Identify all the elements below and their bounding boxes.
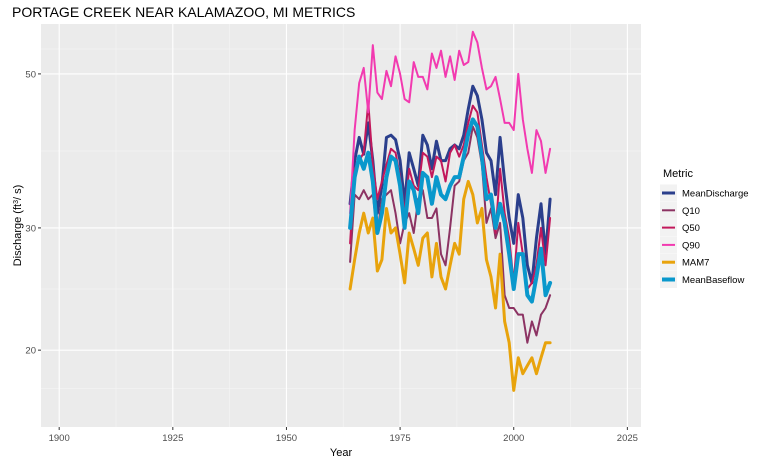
legend-label-MeanDischarge: MeanDischarge	[682, 189, 749, 200]
legend-label-Q10: Q10	[682, 206, 700, 217]
series-line-MeanDischarge	[348, 84, 552, 285]
series-line-MAM7	[348, 179, 552, 392]
series-line-MeanBaseflow	[348, 117, 553, 304]
legend: MeanDischarge Q10 Q50 Q90 MAM7 MeanBaseflow	[660, 184, 749, 288]
chart-title: PORTAGE CREEK NEAR KALAMAZOO, MI METRICS	[12, 4, 356, 20]
series-line-Q90	[349, 30, 552, 215]
grid	[41, 24, 641, 427]
y-tick-label: 30	[25, 223, 36, 234]
legend-label-Q90: Q90	[682, 240, 700, 251]
x-tick-label: 2000	[503, 433, 524, 444]
y-tick-label: 50	[25, 69, 36, 80]
plot-panel	[41, 24, 641, 427]
x-tick-label: 1900	[49, 433, 70, 444]
x-tick-label: 1950	[276, 433, 297, 444]
axis-ticks: 1900 1925 1950 1975 2000 2025 20 30 50	[25, 69, 638, 444]
x-axis-title: Year	[330, 447, 353, 459]
series-lines	[348, 30, 553, 392]
x-tick-label: 1925	[162, 433, 183, 444]
legend-label-Q50: Q50	[682, 223, 700, 234]
y-axis-title: Discharge (ft3/ s)	[12, 185, 24, 267]
x-tick-label: 2025	[617, 433, 638, 444]
y-axis-title-sup: 3	[13, 200, 20, 204]
y-axis-title-main: Discharge (ft	[12, 204, 24, 266]
y-axis-title-tail: / s)	[12, 185, 24, 200]
legend-label-MeanBaseflow: MeanBaseflow	[682, 275, 744, 286]
x-tick-label: 1975	[390, 433, 411, 444]
legend-title: Metric	[663, 168, 693, 180]
series-line-Q50	[349, 101, 552, 290]
y-tick-label: 20	[25, 346, 36, 357]
legend-label-MAM7: MAM7	[682, 258, 709, 269]
